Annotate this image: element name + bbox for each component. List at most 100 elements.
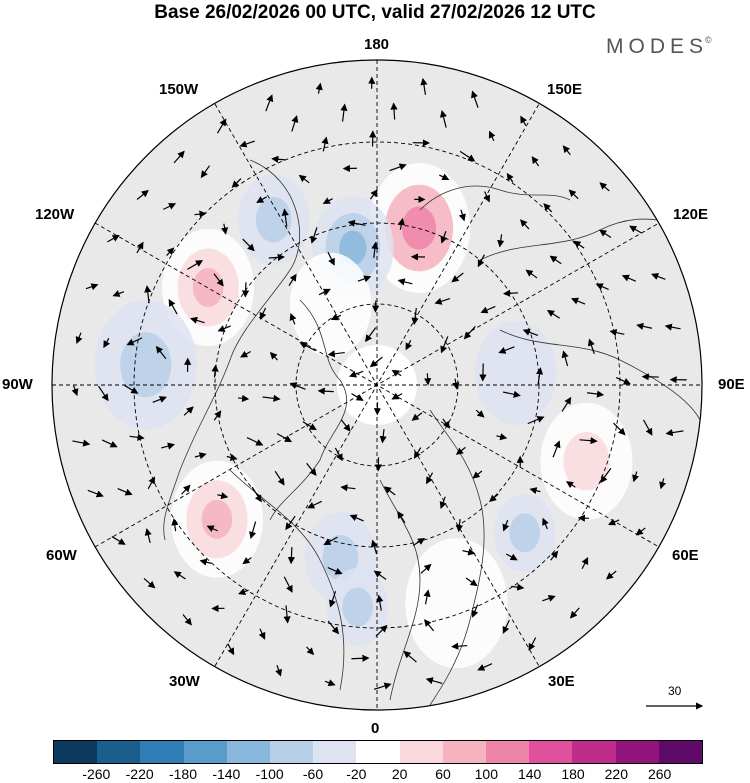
wind-vector-arrow — [187, 260, 204, 270]
wind-vector-arrow — [171, 518, 179, 532]
wind-vector-arrow — [357, 275, 372, 283]
wind-vectors — [71, 76, 687, 690]
colorbar-swatch — [658, 741, 703, 763]
wind-vector-arrow — [349, 370, 364, 378]
wind-vector-arrow — [471, 90, 479, 108]
wind-vector-arrow — [221, 223, 229, 235]
colorbar — [53, 740, 703, 764]
wind-vector-arrow — [535, 367, 544, 385]
wind-vector-arrow — [383, 486, 396, 496]
wind-vector-arrow — [307, 500, 323, 509]
wind-vector-arrow — [502, 390, 521, 398]
wind-vector-arrow — [283, 605, 291, 624]
lon-label-0: 0 — [371, 720, 380, 737]
modes-logo: MODES© — [606, 35, 712, 59]
positive-anomaly-contour — [402, 206, 437, 250]
wind-vector-arrow — [498, 346, 515, 354]
wind-vector-arrow — [543, 203, 553, 213]
wind-vector-arrow — [217, 325, 231, 332]
wind-vector-arrow — [502, 619, 510, 634]
wind-vector-arrow — [213, 273, 224, 287]
wind-vector-arrow — [573, 240, 585, 249]
wind-vector-arrow — [413, 447, 422, 459]
wind-vector-arrow — [129, 433, 145, 441]
wind-vector-arrow — [327, 620, 340, 635]
wind-vector-arrow — [242, 238, 255, 252]
wind-vector-arrow — [269, 351, 278, 361]
wind-vector-arrow — [334, 447, 343, 462]
colorbar-tick-label: -180 — [168, 766, 198, 782]
wind-vector-arrow — [489, 493, 499, 503]
wind-vector-arrow — [72, 439, 91, 447]
wind-vector-arrow — [155, 345, 167, 359]
colorbar-tick-label: 220 — [604, 766, 628, 782]
wind-vector-arrow — [439, 173, 450, 181]
wind-vector-arrow — [327, 350, 345, 358]
wind-vector-arrow — [340, 103, 348, 122]
wind-vector-arrow — [291, 115, 299, 132]
wind-vector-arrow — [85, 283, 99, 291]
wind-vector-arrow — [101, 439, 118, 448]
wind-vector-arrow — [411, 307, 419, 326]
wind-vector-arrow — [424, 619, 435, 632]
wind-vector-arrow — [117, 488, 133, 496]
wind-vector-arrow — [581, 557, 589, 570]
colorbar-swatch — [356, 741, 400, 763]
wind-vector-arrow — [546, 309, 560, 319]
wind-vector-arrow — [321, 136, 329, 152]
wind-vector-arrow — [659, 478, 667, 490]
colorbar-tick-label: -60 — [302, 766, 324, 782]
wind-vector-arrow — [506, 172, 514, 183]
wind-vector-arrow — [520, 115, 527, 126]
wind-vector-arrow — [144, 528, 152, 544]
wind-vector-arrow — [347, 219, 366, 227]
wind-vector-arrow — [276, 433, 293, 443]
lon-label-150e: 150E — [547, 81, 583, 98]
wind-vector-arrow — [405, 340, 413, 351]
colorbar-tick-label: 20 — [391, 766, 408, 782]
wind-vector-arrow — [451, 642, 468, 650]
wind-vector-arrow — [166, 247, 175, 256]
wind-vector-arrow — [239, 140, 255, 148]
wind-vector-arrow — [439, 496, 447, 510]
wind-vector-arrow — [502, 289, 519, 297]
positive-anomaly-contour — [201, 499, 233, 539]
colorbar-tick-label: -220 — [125, 766, 154, 782]
wind-vector-arrow — [642, 419, 653, 436]
wind-vector-arrow — [111, 536, 126, 545]
wind-vector-arrow — [256, 196, 267, 203]
wind-vector-arrow — [265, 94, 274, 112]
wind-vector-arrow — [434, 297, 451, 305]
wind-vector-arrow — [173, 150, 185, 164]
wind-vector-arrow — [126, 337, 143, 346]
wind-vector-arrow — [75, 332, 83, 345]
wind-vector-arrow — [412, 538, 426, 547]
wind-vector-arrow — [462, 548, 476, 556]
wind-vector-arrow — [249, 521, 257, 539]
positive-anomaly-contour — [405, 538, 508, 669]
wind-vector-arrow — [587, 338, 595, 355]
colorbar-swatch — [442, 741, 487, 763]
lon-label-60e: 60E — [672, 547, 699, 564]
wind-vector-arrow — [369, 356, 383, 368]
wind-vector-arrow — [315, 82, 323, 94]
wind-vector-arrow — [217, 492, 229, 500]
wind-vector-arrow — [103, 338, 110, 349]
colorbar-swatch — [183, 741, 227, 763]
brand-name: MODES — [606, 35, 709, 58]
wind-vector-arrow — [349, 514, 364, 522]
wind-vector-arrow — [298, 174, 310, 184]
wind-vector-arrow — [549, 255, 562, 265]
wind-vector-arrow — [340, 484, 356, 492]
wind-vector-arrow — [635, 527, 646, 536]
wind-vector-arrow — [97, 385, 109, 402]
lon-label-180: 180 — [364, 36, 390, 53]
colorbar-swatch — [140, 741, 184, 763]
wind-vector-arrow — [365, 327, 377, 343]
wind-vector-arrow — [302, 421, 317, 431]
wind-vector-arrow — [496, 433, 508, 441]
wind-vector-arrow — [274, 470, 285, 486]
wind-vector-arrow — [389, 163, 407, 172]
wind-vector-arrow — [262, 394, 281, 402]
